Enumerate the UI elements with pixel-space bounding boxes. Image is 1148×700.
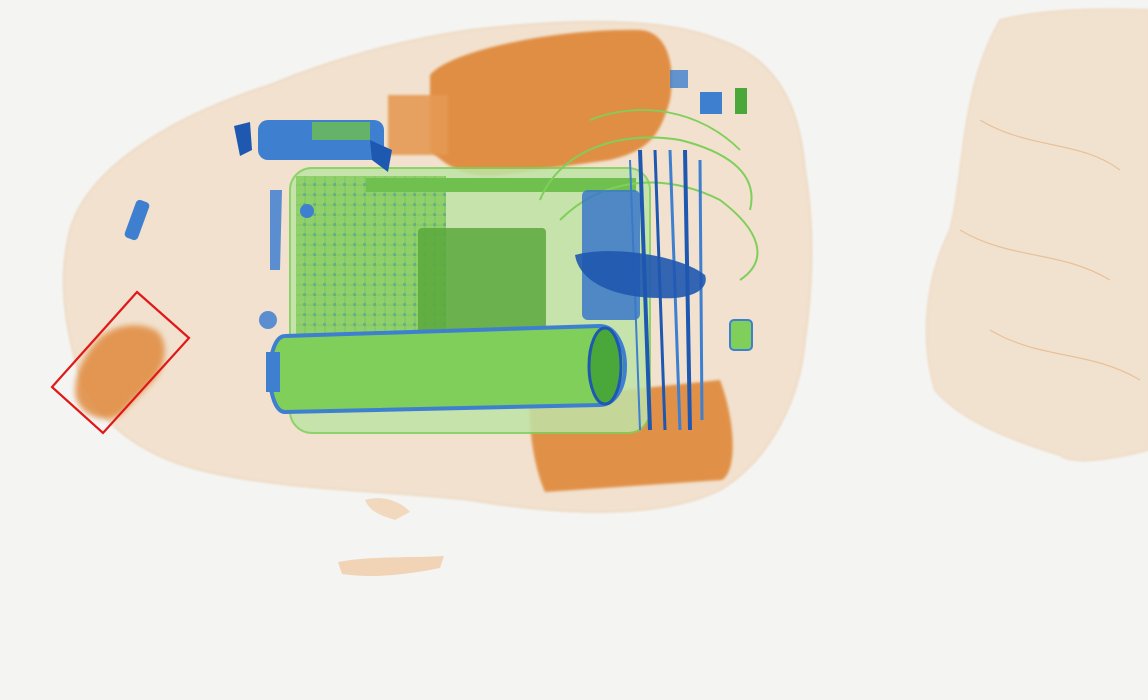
- second-bag: [925, 8, 1148, 462]
- annotation-box: [50, 290, 191, 435]
- organic-item-flagged: [75, 325, 165, 419]
- cable-coil: [575, 251, 706, 299]
- screw-icon: [300, 204, 314, 218]
- small-blue-item: [124, 199, 150, 241]
- blue-clip: [370, 140, 392, 172]
- bottle-cap: [388, 95, 448, 155]
- cylinder-cap: [266, 352, 280, 392]
- cylinder-end: [587, 326, 623, 406]
- small-components: [670, 70, 753, 351]
- second-bag-folds: [959, 119, 1141, 381]
- fabric-strip: [338, 556, 444, 576]
- cylinder-battery: [267, 323, 628, 415]
- small-blue-item: [259, 311, 277, 329]
- organic-bottle: [430, 29, 672, 176]
- zipper-pull: [270, 190, 282, 270]
- blue-clip: [234, 122, 252, 156]
- blue-cylinder-label: [312, 122, 370, 140]
- circuit-strip: [366, 178, 636, 192]
- fabric-strip: [365, 498, 410, 520]
